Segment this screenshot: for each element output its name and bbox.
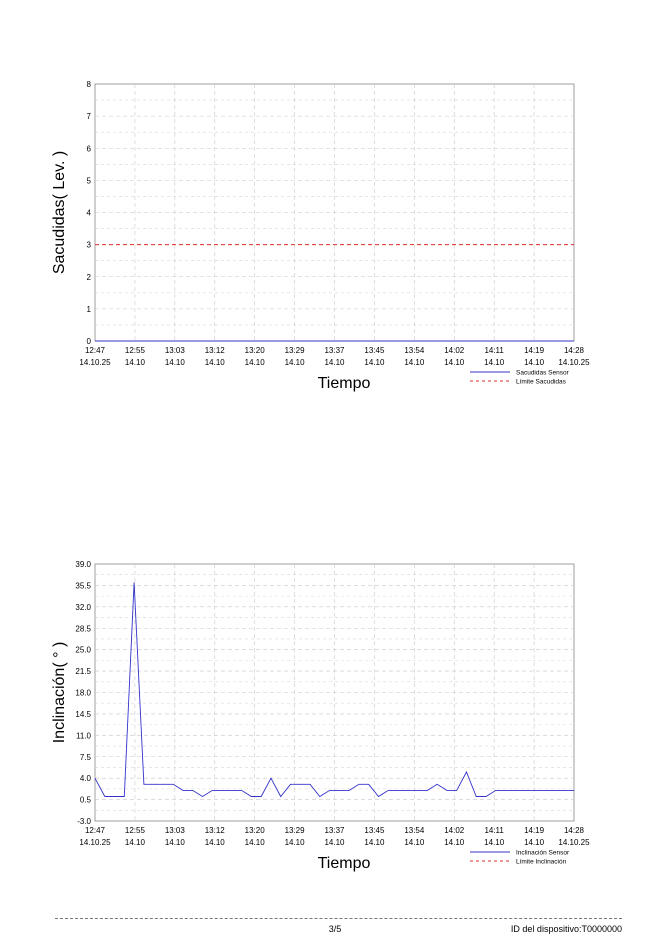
x-tick-time: 13:54 [404,346,425,355]
device-id: ID del dispositivo:T0000000 [510,924,622,934]
y-tick-label: 5 [87,176,92,185]
x-tick-time: 13:20 [245,346,266,355]
x-tick-time: 12:55 [125,346,146,355]
y-tick-label: 18.0 [75,689,91,698]
x-tick-time: 14:19 [524,826,545,835]
y-tick-label: 0.5 [80,796,92,805]
y-tick-label: 8 [87,80,92,89]
x-axis-label: Tiempo [318,855,371,872]
x-tick-time: 12:47 [85,826,106,835]
x-tick-time: 12:55 [125,826,146,835]
x-tick-time: 14:28 [564,826,585,835]
x-tick-date: 14.10 [125,358,146,367]
legend-label-2: Límite Sacudidas [516,379,567,386]
y-tick-label: 35.5 [75,581,91,590]
x-tick-date: 14.10 [444,838,465,847]
series-line-1 [94,582,574,798]
x-tick-time: 13:03 [165,346,186,355]
x-tick-date: 14.10 [364,358,385,367]
x-tick-date: 14.10 [245,838,266,847]
x-tick-time: 13:45 [364,826,385,835]
x-tick-date: 14.10.25 [79,838,111,847]
y-tick-label: 7.5 [80,753,92,762]
x-tick-date: 14.10 [484,358,505,367]
x-tick-date: 14.10 [524,838,545,847]
x-tick-date: 14.10 [324,838,345,847]
footer-divider [55,918,622,919]
x-tick-time: 14:02 [444,346,465,355]
y-tick-label: 39.0 [75,560,91,569]
y-axis-label: Sacudidas( Lev. ) [51,151,68,274]
legend-label-2: Límite Inclinación [516,859,567,866]
y-tick-label: 28.5 [75,624,91,633]
y-tick-label: 0 [87,337,92,346]
x-tick-date: 14.10 [364,838,385,847]
x-tick-date: 14.10.25 [558,838,590,847]
x-tick-date: 14.10 [444,358,465,367]
x-tick-date: 14.10.25 [558,358,590,367]
x-tick-time: 14:28 [564,346,585,355]
page-number: 3/5 [328,924,342,934]
x-tick-time: 14:11 [484,346,504,355]
x-tick-time: 14:11 [484,826,504,835]
x-tick-date: 14.10 [285,838,306,847]
x-tick-time: 12:47 [85,346,106,355]
x-tick-date: 14.10 [324,358,345,367]
y-tick-label: 2 [87,273,92,282]
y-tick-label: 21.5 [75,667,91,676]
x-tick-date: 14.10 [285,358,306,367]
y-tick-label: 1 [87,305,92,314]
x-tick-date: 14.10 [404,838,425,847]
y-tick-label: -3.0 [77,817,91,826]
x-tick-time: 14:19 [524,346,545,355]
x-tick-time: 13:54 [404,826,425,835]
x-tick-time: 13:37 [324,346,345,355]
y-tick-label: 3 [87,241,92,250]
y-tick-label: 7 [87,112,92,121]
y-axis-label: Inclinación( ° ) [51,642,68,744]
x-tick-time: 13:20 [245,826,266,835]
x-tick-date: 14.10 [165,358,186,367]
y-tick-label: 4.0 [80,774,92,783]
x-axis-label: Tiempo [318,375,371,392]
x-tick-time: 13:45 [364,346,385,355]
x-tick-time: 13:03 [165,826,186,835]
x-tick-date: 14.10 [404,358,425,367]
x-tick-time: 13:12 [205,346,226,355]
legend-label-1: Sacudidas Sensor [516,370,570,377]
x-tick-time: 13:29 [285,826,306,835]
y-tick-label: 25.0 [75,646,91,655]
x-tick-date: 14.10 [205,838,226,847]
x-tick-time: 13:12 [205,826,226,835]
x-tick-date: 14.10 [205,358,226,367]
shock-chart: 0 1 2 3 4 5 6 7 8 12:47 14.10.25 12:55 14.10 13:03 14.… [51,80,590,392]
legend-label-1: Inclinación Sensor [516,850,570,857]
tilt-chart: -3.0 0.5 4.0 7.5 11.0 14.5 18.0 21.5 25.0 28.5 32.… [51,560,590,872]
y-tick-label: 14.5 [75,710,91,719]
x-tick-time: 13:29 [285,346,306,355]
x-tick-date: 14.10 [125,838,146,847]
x-tick-date: 14.10.25 [79,358,111,367]
x-tick-time: 14:02 [444,826,465,835]
y-tick-label: 11.0 [76,731,92,740]
x-tick-date: 14.10 [524,358,545,367]
x-tick-date: 14.10 [245,358,266,367]
y-tick-label: 4 [87,209,92,218]
x-tick-date: 14.10 [484,838,505,847]
x-tick-time: 13:37 [324,826,345,835]
y-tick-label: 32.0 [75,603,91,612]
x-tick-date: 14.10 [165,838,186,847]
y-tick-label: 6 [87,144,92,153]
